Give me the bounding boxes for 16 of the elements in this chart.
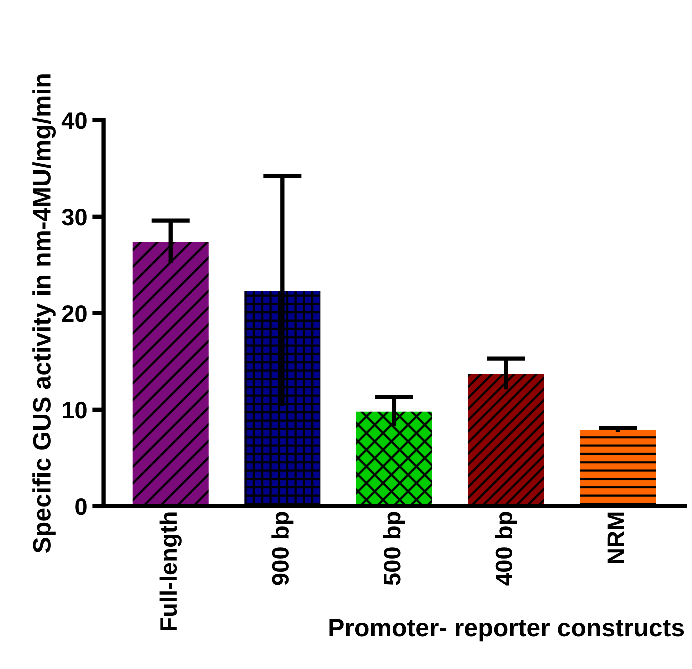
- y-tick-label: 20: [62, 305, 87, 322]
- y-tick-label: 30: [62, 208, 87, 226]
- x-tick-label: 900 bp: [272, 512, 294, 586]
- x-tick-label: 400 bp: [495, 512, 518, 586]
- x-tick-label: Full-length: [160, 512, 182, 630]
- bar: [132, 242, 209, 506]
- x-tick-label: NRM: [608, 512, 624, 564]
- y-tick-label: 40: [62, 112, 87, 130]
- x-axis-title: Promoter- reporter constructs: [330, 619, 684, 642]
- y-axis-title: Specific GUS activity in nm-4MU/mg/min: [32, 74, 56, 554]
- y-tick-label: 10: [63, 402, 87, 419]
- x-tick-label: 500 bp: [383, 512, 406, 586]
- bar: [580, 430, 656, 506]
- bar: [468, 374, 544, 506]
- bar: [356, 412, 432, 506]
- y-tick-label: 0: [76, 498, 87, 516]
